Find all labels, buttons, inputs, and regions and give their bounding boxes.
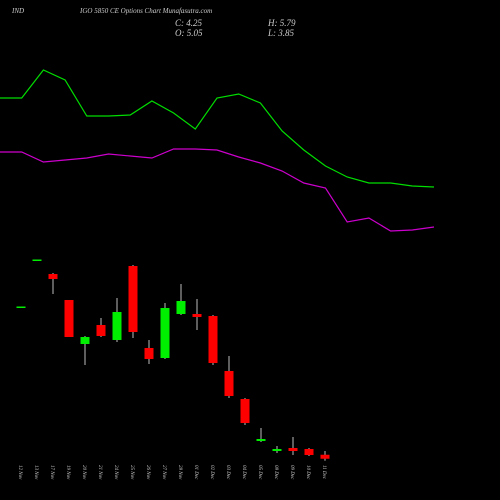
x-tick-label: 21 Nov — [97, 465, 102, 480]
x-tick-label: 03 Dec — [225, 465, 230, 480]
x-tick-label: 12 Nov — [17, 465, 22, 480]
candle-body — [224, 371, 234, 396]
x-tick-label: 08 Dec — [273, 465, 278, 480]
candle-body — [208, 316, 218, 363]
candle-body — [272, 449, 282, 451]
stat-close: C: 4.25 — [175, 18, 203, 28]
title-left: IND — [11, 7, 24, 15]
x-tick-label: 19 Nov — [65, 465, 70, 480]
candle-body — [48, 274, 58, 279]
stat-open: O: 5.05 — [175, 28, 203, 38]
candle-body — [96, 325, 106, 336]
indicator-line — [0, 148, 435, 232]
x-tick-label: 26 Nov — [145, 465, 150, 480]
candle-body — [192, 314, 202, 317]
candle-body — [128, 266, 138, 332]
chart-title: IGO 5850 CE Options Chart Munafasutra.co… — [79, 7, 212, 15]
indicator-line — [0, 69, 435, 188]
x-tick-label: 11 Dec — [321, 465, 326, 480]
candle-body — [320, 454, 330, 459]
candle-body — [176, 301, 186, 314]
stat-low: L: 3.85 — [267, 28, 295, 38]
candle-body — [112, 312, 122, 340]
x-tick-label: 05 Dec — [257, 465, 262, 480]
x-tick-label: 04 Dec — [241, 465, 246, 480]
candle-body — [144, 348, 154, 359]
x-tick-label: 20 Nov — [81, 465, 86, 480]
x-tick-label: 24 Nov — [113, 465, 118, 480]
x-tick-label: 13 Nov — [33, 465, 38, 480]
candle-body — [160, 308, 170, 358]
x-tick-label: 17 Nov — [49, 465, 54, 480]
candle-body — [256, 439, 266, 441]
candle-body — [240, 399, 250, 423]
candle-body — [64, 300, 74, 337]
candle-body — [288, 448, 298, 451]
x-tick-label: 28 Nov — [177, 465, 182, 480]
x-tick-label: 10 Dec — [305, 465, 310, 480]
x-tick-label: 02 Dec — [209, 465, 214, 480]
candle-body — [80, 337, 90, 344]
candle-body — [32, 259, 42, 261]
x-tick-label: 27 Nov — [161, 465, 166, 480]
x-tick-label: 01 Dec — [193, 465, 198, 480]
x-tick-label: 25 Nov — [129, 465, 134, 480]
stat-high: H: 5.79 — [267, 18, 296, 28]
candle-body — [304, 449, 314, 455]
x-tick-label: 09 Dec — [289, 465, 294, 480]
candle-body — [16, 306, 26, 308]
